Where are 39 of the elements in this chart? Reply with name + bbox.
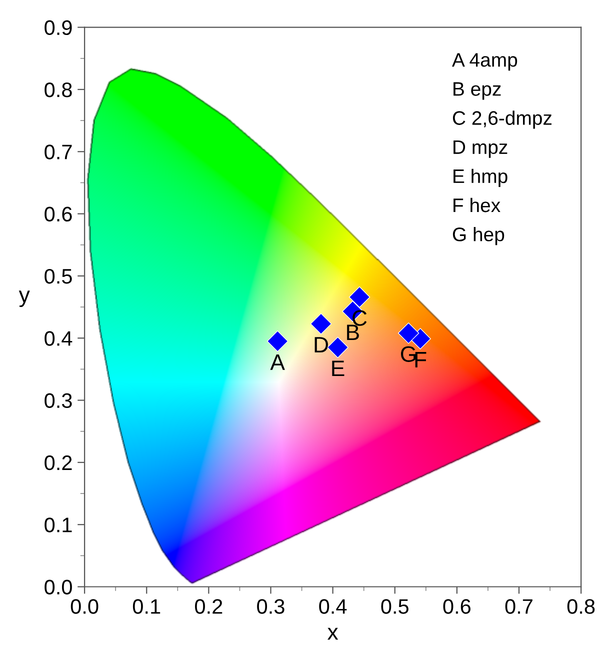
y-tick-label: 0.2 bbox=[44, 455, 72, 470]
annotation: E bbox=[332, 360, 344, 376]
point bbox=[327, 336, 348, 358]
y-tick-label: 0.6 bbox=[44, 206, 72, 222]
annotation: G bbox=[400, 346, 416, 362]
annotation: C 2,6-dmpz bbox=[452, 110, 552, 129]
y-tick-label: 0.7 bbox=[44, 144, 72, 160]
x-tick-label: 0.5 bbox=[381, 599, 408, 614]
annotation: A bbox=[270, 354, 285, 370]
x-tick-label: 0.2 bbox=[195, 599, 222, 614]
y-tick-label: 0.8 bbox=[44, 82, 72, 98]
annotation: G hep bbox=[452, 227, 504, 246]
x-tick-label: 0.7 bbox=[505, 599, 532, 614]
y-tick-label: 0.1 bbox=[44, 518, 72, 532]
annotation: B bbox=[347, 324, 359, 340]
x-tick-label: 0.0 bbox=[70, 599, 98, 614]
y-tick-label: 0.5 bbox=[44, 268, 72, 284]
annotation: F bbox=[415, 352, 426, 368]
point bbox=[266, 330, 288, 352]
point bbox=[310, 313, 332, 334]
y-tick-label: 0.9 bbox=[44, 20, 72, 36]
x-tick-label: 0.1 bbox=[132, 599, 160, 614]
y-axis-title: y bbox=[18, 290, 30, 308]
point bbox=[398, 322, 420, 344]
x-tick-label: 0.4 bbox=[319, 599, 347, 614]
x-tick-label: 0.8 bbox=[567, 599, 595, 614]
point bbox=[348, 286, 370, 308]
x-axis-title: x bbox=[328, 628, 338, 640]
y-tick-label: 0.0 bbox=[44, 580, 72, 594]
y-tick-label: 0.3 bbox=[44, 393, 72, 408]
annotation: B epz bbox=[454, 82, 501, 100]
annotation: A 4amp bbox=[452, 53, 518, 71]
x-tick-label: 0.6 bbox=[443, 599, 470, 614]
annotation: D bbox=[314, 337, 328, 352]
y-tick-label: 0.4 bbox=[44, 331, 72, 346]
annotation: D mpz bbox=[454, 140, 508, 158]
annotation: E hmp bbox=[454, 168, 508, 187]
x-tick-label: 0.3 bbox=[257, 599, 284, 614]
annotation: F hex bbox=[454, 198, 500, 212]
